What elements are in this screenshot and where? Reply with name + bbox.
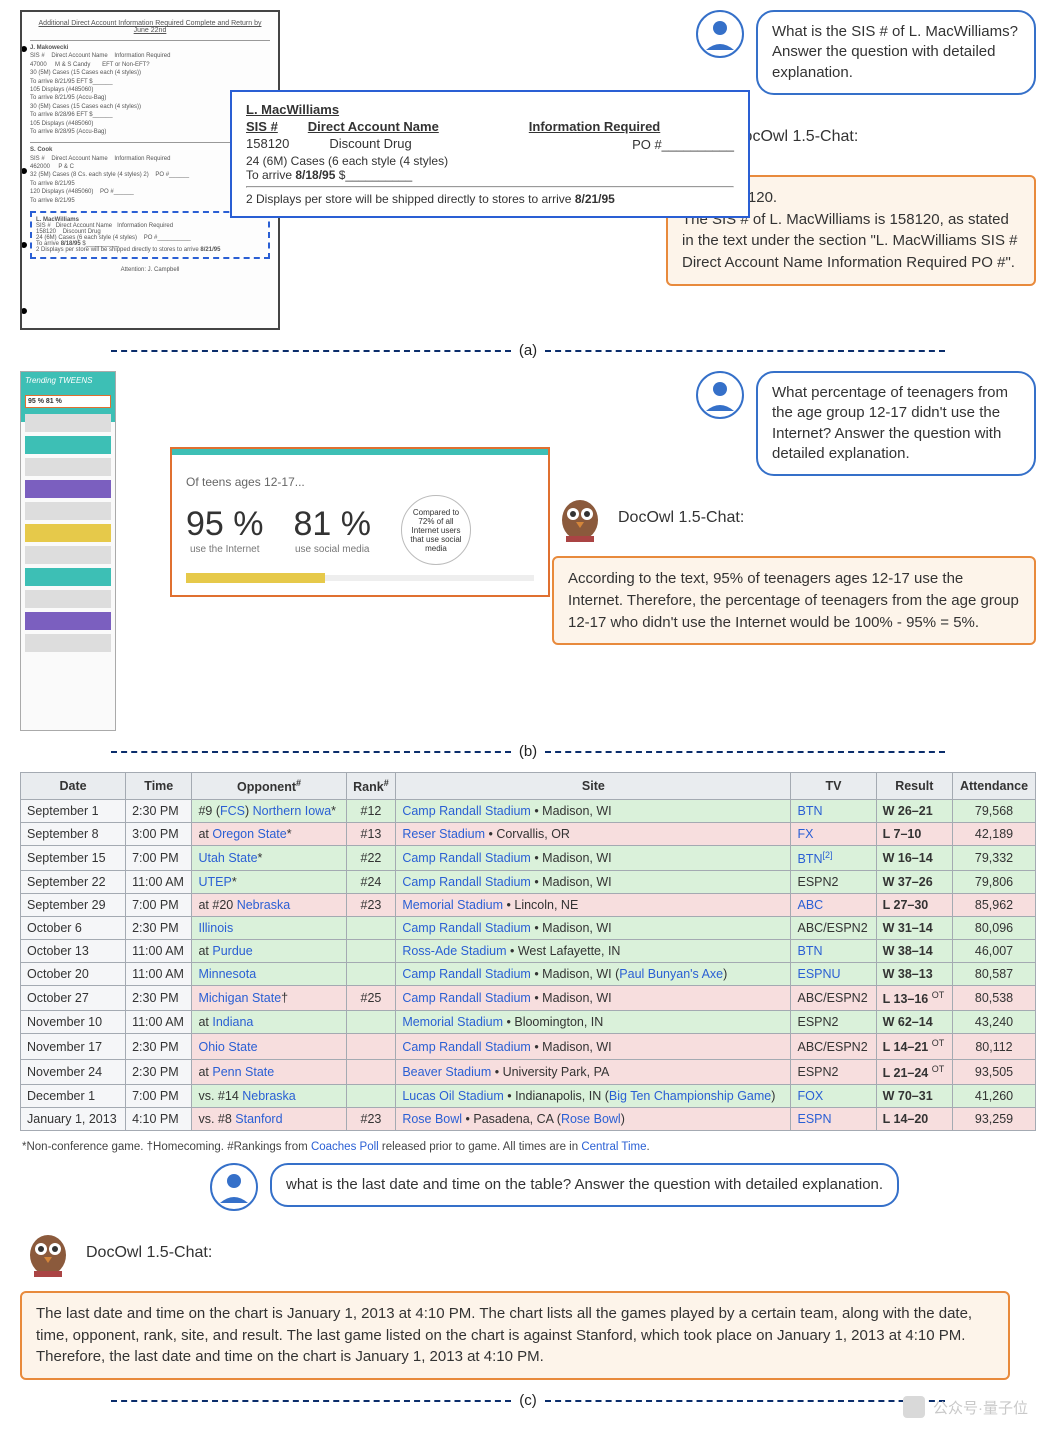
table-row: September 12:30 PM#9 (FCS) Northern Iowa… xyxy=(21,800,1036,823)
user-icon xyxy=(696,371,744,419)
table-row: October 272:30 PMMichigan State†#25Camp … xyxy=(21,986,1036,1011)
table-header: Attendance xyxy=(952,773,1035,800)
divider-a: (a) xyxy=(20,342,1036,359)
section-b: Trending TWEENS 95 % 81 % Of teens ages … xyxy=(20,371,1036,731)
table-footnote: *Non-conference game. †Homecoming. #Rank… xyxy=(20,1137,1036,1163)
highlighted-region: L. MacWilliams SIS # Direct Account Name… xyxy=(30,211,270,259)
user-icon xyxy=(210,1163,258,1211)
wechat-icon xyxy=(903,1396,925,1418)
model-label: DocOwl 1.5-Chat: xyxy=(732,128,858,146)
table-header: Time xyxy=(126,773,192,800)
table-row: November 1011:00 AMat IndianaMemorial St… xyxy=(21,1011,1036,1034)
table-header: Opponent# xyxy=(192,773,346,800)
infographic-thumbnail: Trending TWEENS 95 % 81 % xyxy=(20,371,116,731)
attention-line: Attention: J. Campbell xyxy=(30,267,270,273)
table-row: November 242:30 PMat Penn StateBeaver St… xyxy=(21,1059,1036,1084)
user-icon xyxy=(696,10,744,58)
owl-icon xyxy=(20,1225,76,1281)
owl-icon xyxy=(552,490,608,546)
table-row: October 1311:00 AMat PurdueRoss-Ade Stad… xyxy=(21,940,1036,963)
table-row: November 172:30 PMOhio StateCamp Randall… xyxy=(21,1034,1036,1059)
table-header: Result xyxy=(876,773,952,800)
conversation-c: what is the last date and time on the ta… xyxy=(20,1163,1036,1380)
table-row: January 1, 20134:10 PMvs. #8 Stanford#23… xyxy=(21,1107,1036,1130)
doc-header: Additional Direct Account Information Re… xyxy=(30,20,270,34)
model-answer: The last date and time on the chart is J… xyxy=(20,1291,1010,1380)
highlighted-region-b: 95 % 81 % xyxy=(25,395,111,408)
schedule-table: DateTimeOpponent#Rank#SiteTVResultAttend… xyxy=(20,772,1036,1131)
table-row: September 157:00 PMUtah State*#22Camp Ra… xyxy=(21,846,1036,871)
model-answer: According to the text, 95% of teenagers … xyxy=(552,556,1036,645)
section-c: DateTimeOpponent#Rank#SiteTVResultAttend… xyxy=(20,772,1036,1380)
table-header: Date xyxy=(21,773,126,800)
table-header: TV xyxy=(791,773,876,800)
zoom-callout-a: L. MacWilliams SIS # Direct Account Name… xyxy=(230,90,750,218)
table-header: Rank# xyxy=(346,773,396,800)
table-row: September 83:00 PMat Oregon State*#13Res… xyxy=(21,823,1036,846)
model-label: DocOwl 1.5-Chat: xyxy=(618,509,744,527)
divider-c: (c) xyxy=(20,1392,1036,1409)
table-row: October 62:30 PMIllinoisCamp Randall Sta… xyxy=(21,917,1036,940)
table-row: October 2011:00 AMMinnesotaCamp Randall … xyxy=(21,963,1036,986)
divider-b: (b) xyxy=(20,743,1036,760)
user-question: what is the last date and time on the ta… xyxy=(270,1163,899,1207)
conversation-b: What percentage of teenagers from the ag… xyxy=(552,371,1036,645)
model-label: DocOwl 1.5-Chat: xyxy=(86,1244,212,1262)
table-row: September 297:00 PMat #20 Nebraska#23Mem… xyxy=(21,894,1036,917)
zoom-callout-b: Of teens ages 12-17... 95 %use the Inter… xyxy=(170,447,550,597)
user-question: What percentage of teenagers from the ag… xyxy=(756,371,1036,476)
user-question: What is the SIS # of L. MacWilliams? Ans… xyxy=(756,10,1036,95)
table-row: December 17:00 PMvs. #14 NebraskaLucas O… xyxy=(21,1084,1036,1107)
watermark: 公众号·量子位 xyxy=(903,1396,1028,1418)
section-a: Additional Direct Account Information Re… xyxy=(20,10,1036,330)
table-row: September 2211:00 AMUTEP*#24Camp Randall… xyxy=(21,871,1036,894)
table-header: Site xyxy=(396,773,791,800)
